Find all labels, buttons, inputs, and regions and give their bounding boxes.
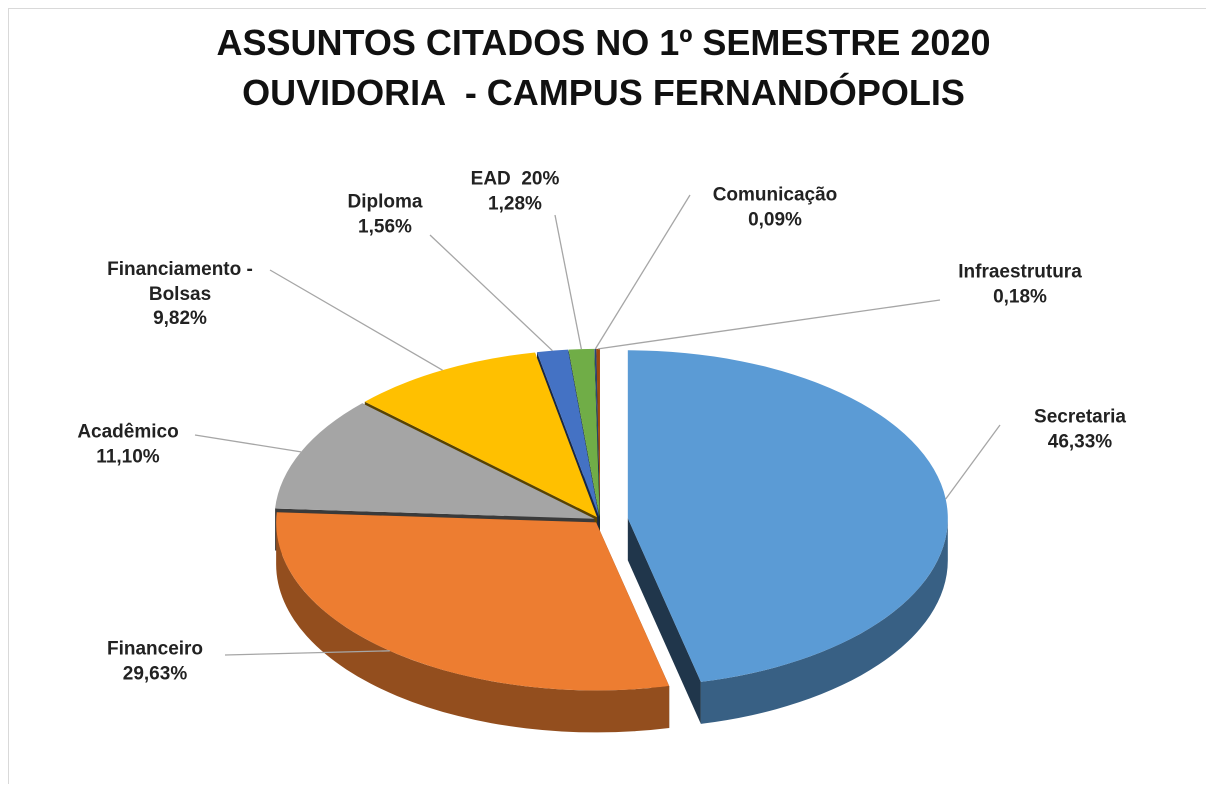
data-label: Financiamento - Bolsas 9,82% [98,258,263,332]
label-name: Infraestrutura [958,261,1082,283]
label-value: 29,63% [122,663,188,684]
leader-line [554,214,583,350]
pie-slice [594,348,600,517]
pie-slice [276,512,670,691]
leader-line [429,234,553,352]
pie-slice [627,350,948,682]
label-value: 0,09% [748,209,802,230]
label-value: 0,18% [993,286,1047,307]
slice-face [627,518,701,724]
data-label: Infraestrutura 0,18% [958,260,1082,309]
chart-subtitle: OUVIDORIA - CAMPUS FERNANDÓPOLIS [242,72,965,113]
data-label: Diploma 1,56% [348,190,423,239]
pie-slice [596,348,600,517]
leader-line [598,299,941,350]
slice-wall [276,522,670,733]
label-name: Diploma [347,191,423,213]
leader-line [594,194,691,350]
data-label: Financeiro 29,63% [107,637,203,686]
pie-slice [275,403,595,519]
data-label: Secretaria 46,33% [1034,405,1126,454]
data-label: Acadêmico 11,10% [77,420,178,469]
leader-line [269,269,443,371]
leader-line [194,434,302,453]
chart-title: ASSUNTOS CITADOS NO 1º SEMESTRE 2020 [216,22,991,63]
label-value: 9,82% [153,308,207,330]
leader-line [224,650,390,656]
leader-line [945,424,1001,500]
label-value: 46,33% [1047,431,1113,452]
label-name: Financeiro [106,638,204,660]
pie-slice [536,349,600,517]
data-label: EAD 20% 1,28% [471,167,560,216]
label-name: Financiamento - Bolsas [107,258,259,305]
pie-slice [364,352,598,518]
label-value: 1,28% [488,193,542,214]
label-value: 1,56% [358,216,412,237]
data-label: Comunicação 0,09% [713,183,838,232]
label-value: 11,10% [96,446,160,467]
chart-frame [8,8,1206,784]
slice-wall [700,518,948,724]
label-name: Comunicação [712,184,838,206]
label-name: Secretaria [1034,406,1126,428]
label-name: EAD 20% [470,168,560,190]
pie-slice [568,348,600,517]
label-name: Acadêmico [77,421,179,443]
